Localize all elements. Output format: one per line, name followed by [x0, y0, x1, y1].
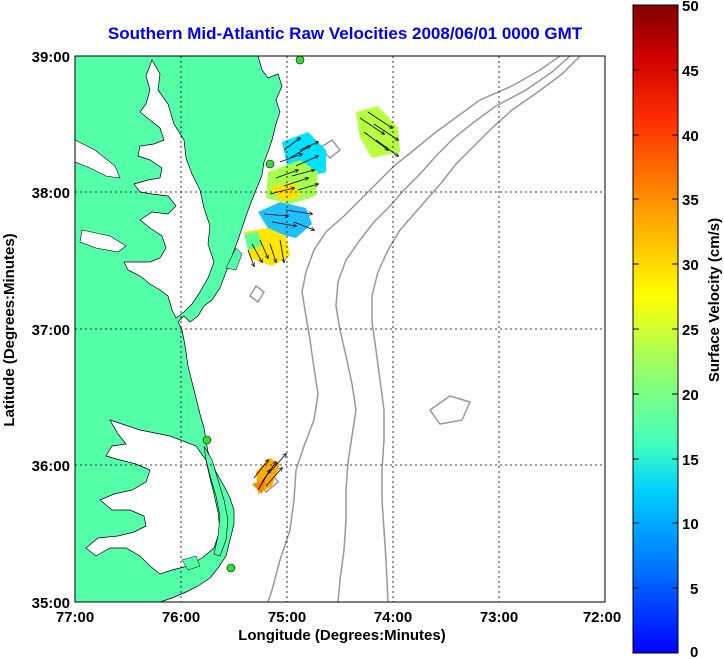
- colorbar-tick: 10: [682, 516, 699, 533]
- y-tick: 37:00: [32, 322, 70, 339]
- plot-frame: [74, 55, 606, 603]
- station-marker: [295, 56, 305, 65]
- colorbar-tick: 20: [682, 387, 699, 404]
- colorbar-tick: 5: [690, 581, 698, 598]
- colorbar-tick: 40: [682, 128, 699, 145]
- colorbar-tick: 15: [682, 452, 699, 469]
- chesapeake-bay: [123, 59, 215, 319]
- y-tick: 39:00: [32, 49, 70, 66]
- colorbar-tick: 0: [690, 644, 698, 659]
- station-marker: [226, 563, 236, 573]
- chart-title: Southern Mid-Atlantic Raw Velocities 200…: [108, 24, 583, 43]
- station-marker: [202, 435, 212, 445]
- x-tick-labels: 77:00 76:00 75:00 74:00 73:00 72:00: [56, 609, 621, 626]
- y-axis-label: Latitude (Degrees:Minutes): [1, 233, 18, 426]
- velocity-field: [244, 106, 400, 494]
- x-tick: 77:00: [56, 609, 94, 626]
- x-tick: 76:00: [162, 609, 200, 626]
- x-tick: 72:00: [583, 609, 621, 626]
- colorbar-tick: 25: [682, 322, 699, 339]
- grid-lines: [75, 56, 605, 602]
- pamlico-sound: [85, 419, 221, 575]
- colorbar-gradient: [632, 4, 679, 654]
- colorbar-label: Surface Velocity (cm/s): [706, 218, 723, 382]
- station-marker: [265, 159, 275, 169]
- colorbar: 50 45 40 35 30 25 20 15 10 5 0 Surface V…: [632, 0, 723, 659]
- bathymetry-contours: [249, 56, 581, 602]
- x-tick: 74:00: [374, 609, 412, 626]
- colorbar-tick: 45: [682, 63, 699, 80]
- land-mass: [75, 56, 283, 602]
- x-tick: 75:00: [268, 609, 306, 626]
- x-tick: 73:00: [480, 609, 518, 626]
- y-tick: 38:00: [32, 185, 70, 202]
- y-tick: 36:00: [32, 458, 70, 475]
- colorbar-tick: 50: [682, 0, 699, 15]
- y-tick: 35:00: [32, 595, 70, 612]
- y-tick-labels: 39:00 38:00 37:00 36:00 35:00: [32, 49, 70, 612]
- colorbar-tick: 30: [682, 257, 699, 274]
- colorbar-tick: 35: [682, 192, 699, 209]
- plot-area: [74, 55, 606, 603]
- x-axis-label: Longitude (Degrees:Minutes): [238, 627, 446, 644]
- radar-stations: [202, 56, 305, 573]
